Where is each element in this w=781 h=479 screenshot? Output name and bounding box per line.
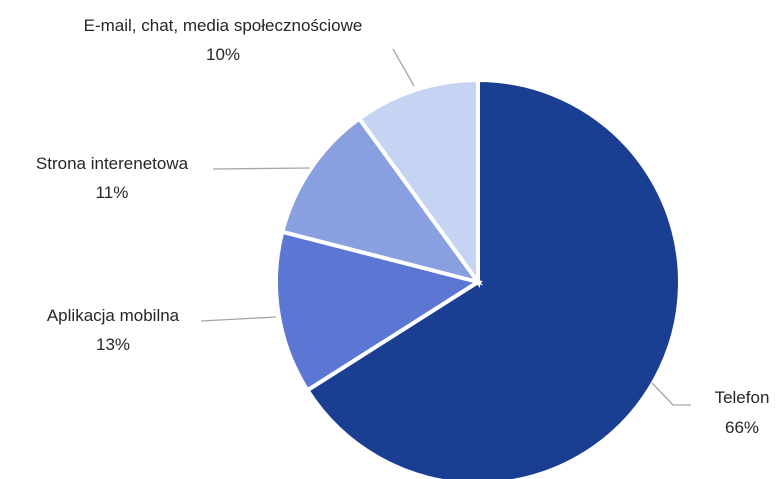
leader-lines [200, 48, 691, 406]
slice-percent-aplikacja-mobilna: 13% [96, 335, 130, 354]
slice-email-chat-social [356, 77, 480, 289]
leader-line-telefon [651, 382, 691, 406]
slice-telefon [304, 77, 682, 479]
slice-percent-telefon: 66% [725, 418, 759, 437]
leader-line-aplikacja-mobilna [200, 316, 277, 322]
slice-label-strona-interenetowa: Strona interenetowa [36, 154, 189, 173]
leader-line-strona-interenetowa [212, 167, 311, 170]
slice-percent-strona-interenetowa: 11% [96, 183, 129, 202]
slice-label-aplikacja-mobilna: Aplikacja mobilna [47, 306, 180, 325]
leader-line-email-chat-social [392, 48, 415, 87]
slice-strona-interenetowa [279, 115, 483, 286]
pie-slices [274, 77, 682, 479]
slice-aplikacja-mobilna [274, 229, 483, 394]
slice-percent-email-chat-social: 10% [206, 45, 240, 64]
slice-label-telefon: Telefon [715, 388, 770, 407]
slice-label-email-chat-social: E-mail, chat, media społecznościowe [84, 16, 363, 35]
